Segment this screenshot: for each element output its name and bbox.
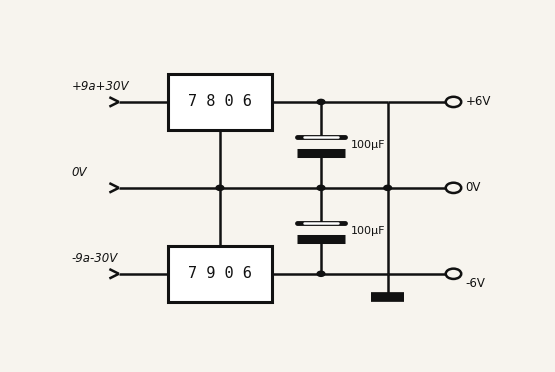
Text: +6V: +6V — [466, 96, 491, 108]
Text: 100μF: 100μF — [351, 140, 386, 150]
Text: +9a+30V: +9a+30V — [72, 80, 129, 93]
Text: 7 9 0 6: 7 9 0 6 — [188, 266, 252, 281]
Circle shape — [317, 99, 325, 105]
Circle shape — [317, 185, 325, 190]
Bar — [168, 246, 271, 302]
Text: 0V: 0V — [72, 166, 87, 179]
Text: 0V: 0V — [466, 182, 481, 194]
Circle shape — [216, 185, 224, 190]
Circle shape — [317, 271, 325, 276]
Circle shape — [384, 185, 391, 190]
Text: 7 8 0 6: 7 8 0 6 — [188, 94, 252, 109]
Text: 100μF: 100μF — [351, 226, 386, 236]
Text: -6V: -6V — [466, 277, 486, 290]
Text: -9a-30V: -9a-30V — [72, 251, 118, 264]
Bar — [168, 74, 271, 130]
